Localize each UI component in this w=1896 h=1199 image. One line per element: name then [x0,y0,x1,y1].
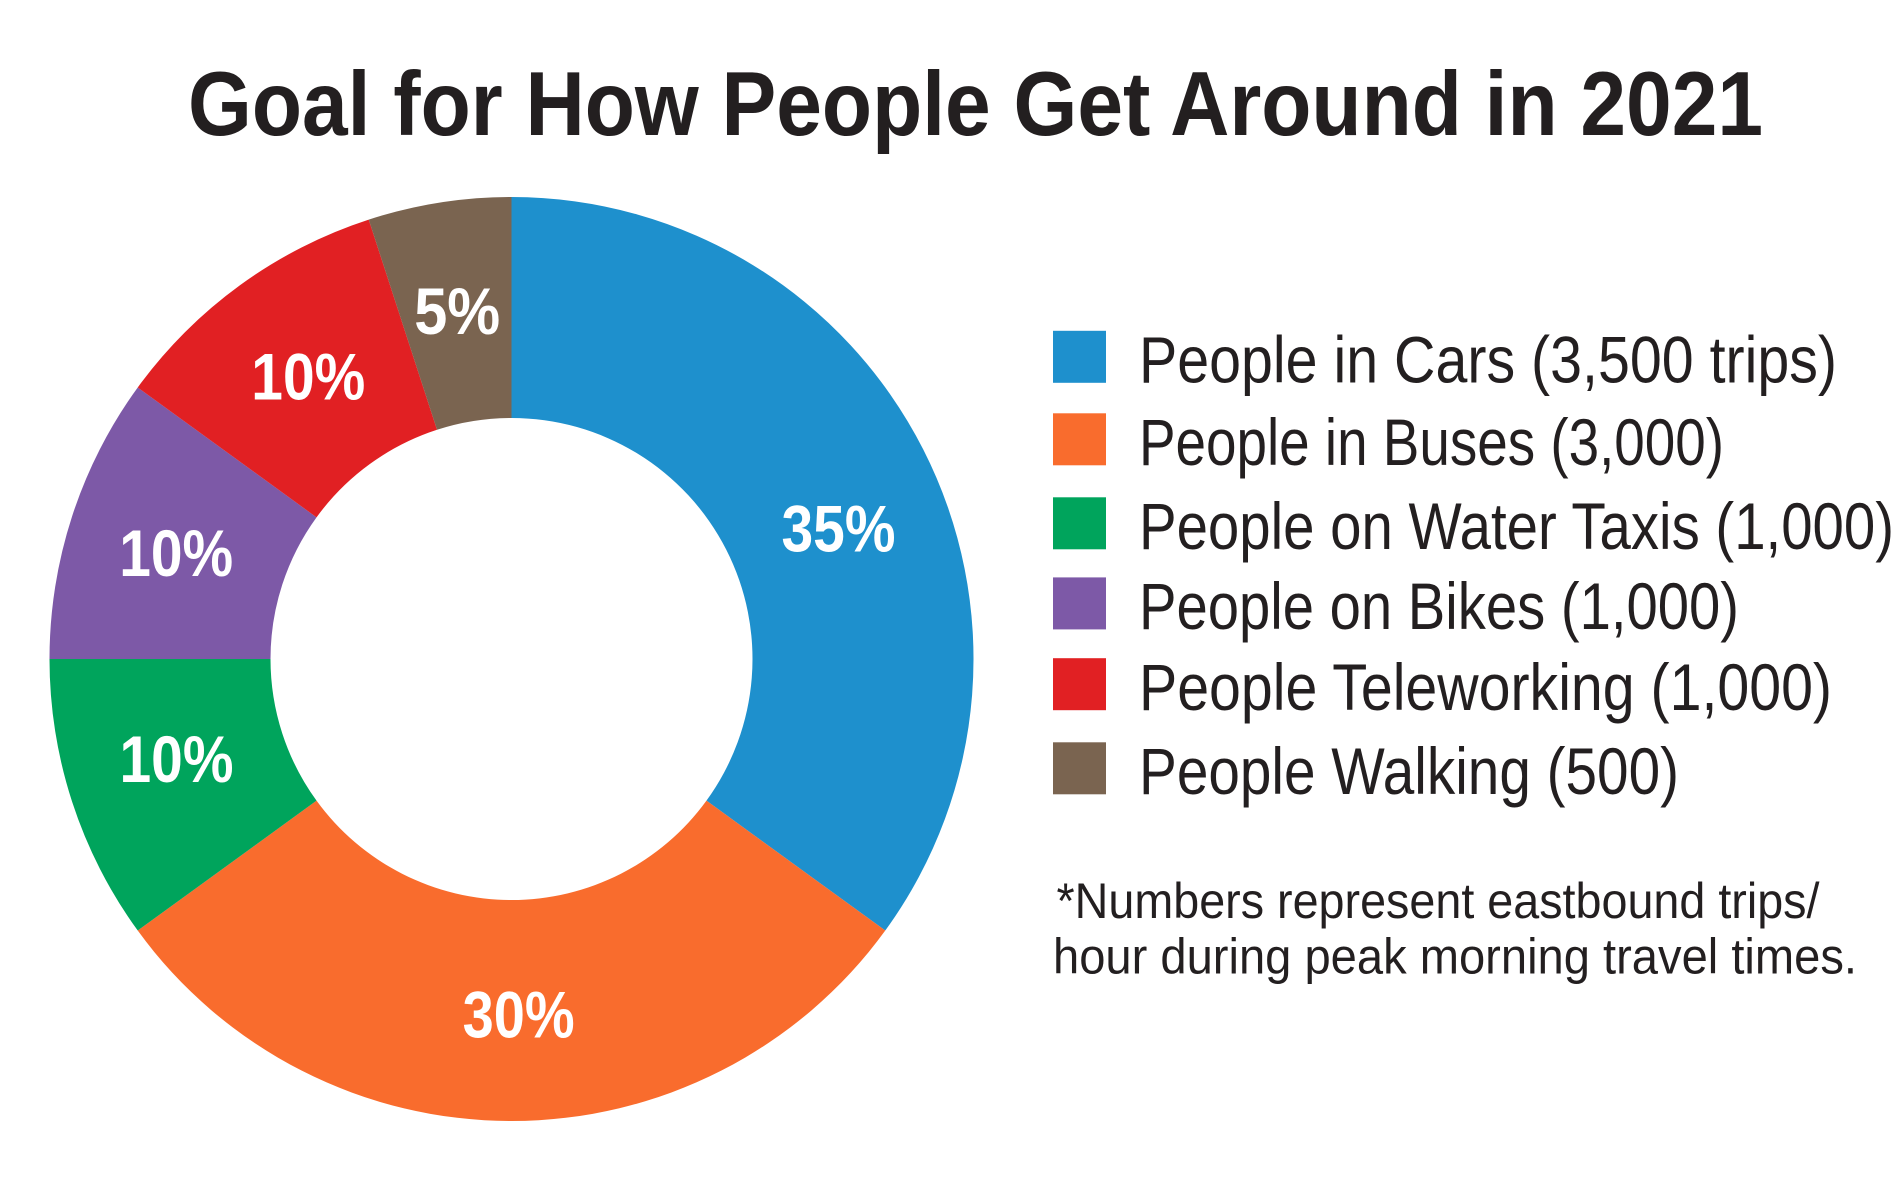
svg-text:30%: 30% [463,978,575,1052]
svg-text:People in Cars (3,500 trips): People in Cars (3,500 trips) [1139,323,1837,397]
svg-text:10%: 10% [119,516,233,590]
svg-text:10%: 10% [120,722,234,796]
svg-text:People Walking (500): People Walking (500) [1139,734,1679,808]
svg-text:Goal for How People Get Around: Goal for How People Get Around in 2021 [188,54,1763,155]
svg-text:35%: 35% [782,491,896,565]
svg-text:5%: 5% [414,274,500,348]
svg-text:10%: 10% [251,339,365,413]
svg-text:hour during peak morning trave: hour during peak morning travel times. [1053,929,1857,985]
svg-text:People on Water Taxis (1,000): People on Water Taxis (1,000) [1139,489,1894,563]
svg-text:People on Bikes (1,000): People on Bikes (1,000) [1139,569,1739,643]
svg-text:People Teleworking (1,000): People Teleworking (1,000) [1139,650,1832,724]
svg-text:People in Buses (3,000): People in Buses (3,000) [1139,405,1724,479]
svg-text:*Numbers represent eastbound t: *Numbers represent eastbound trips/ [1057,873,1820,929]
